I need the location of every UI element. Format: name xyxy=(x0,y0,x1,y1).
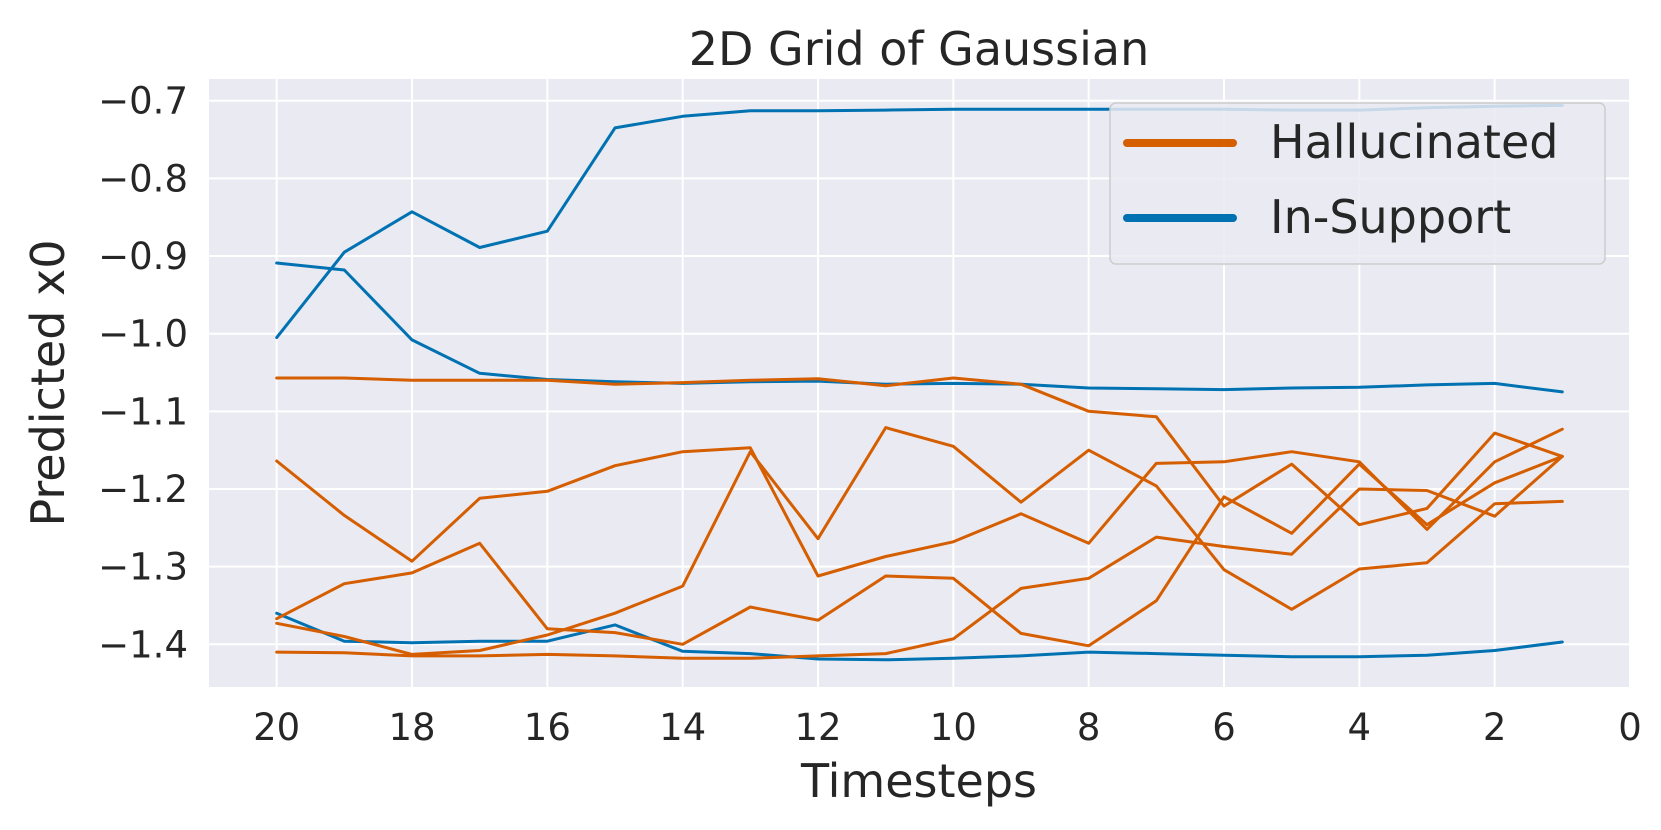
series-line-hallucinated xyxy=(275,454,1564,648)
x-tick-label: 16 xyxy=(524,706,571,749)
y-tick-label: −1.1 xyxy=(98,390,188,433)
y-tick-label: −1.0 xyxy=(98,313,188,356)
chart-title: 2D Grid of Gaussian xyxy=(689,22,1149,76)
x-tick-label: 2 xyxy=(1483,706,1507,749)
x-tick-label: 6 xyxy=(1212,706,1236,749)
x-tick-labels: 20 18 16 14 12 10 8 6 4 2 0 xyxy=(253,706,1642,749)
y-axis-label: Predicted x0 xyxy=(21,239,75,526)
y-tick-label: −0.8 xyxy=(98,157,188,200)
legend-label-in-support: In-Support xyxy=(1270,190,1511,244)
x-tick-label: 4 xyxy=(1348,706,1372,749)
x-tick-label: 18 xyxy=(388,706,435,749)
y-tick-labels: −0.7 −0.8 −0.9 −1.0 −1.1 −1.2 −1.3 −1.4 xyxy=(98,80,188,667)
x-tick-label: 20 xyxy=(253,706,300,749)
y-tick-label: −1.4 xyxy=(98,623,188,666)
series-line-in-support xyxy=(275,611,1564,662)
y-tick-label: −1.3 xyxy=(98,546,188,589)
y-tick-label: −0.9 xyxy=(98,235,188,278)
series-line-hallucinated xyxy=(275,427,1564,578)
y-tick-label: −1.2 xyxy=(98,468,188,511)
x-tick-label: 8 xyxy=(1077,706,1101,749)
x-tick-label: 0 xyxy=(1618,706,1642,749)
series-line-hallucinated xyxy=(275,454,1564,660)
series-line-hallucinated xyxy=(275,376,1564,527)
series-line-hallucinated xyxy=(275,426,1564,656)
legend: Hallucinated In-Support xyxy=(1109,102,1606,265)
x-tick-label: 12 xyxy=(794,706,841,749)
y-tick-label: −0.7 xyxy=(98,80,188,123)
x-axis-label: Timesteps xyxy=(800,754,1037,808)
x-tick-label: 10 xyxy=(930,706,977,749)
legend-label-hallucinated: Hallucinated xyxy=(1270,115,1558,169)
x-tick-label: 14 xyxy=(659,706,706,749)
series-line-in-support xyxy=(275,261,1564,394)
